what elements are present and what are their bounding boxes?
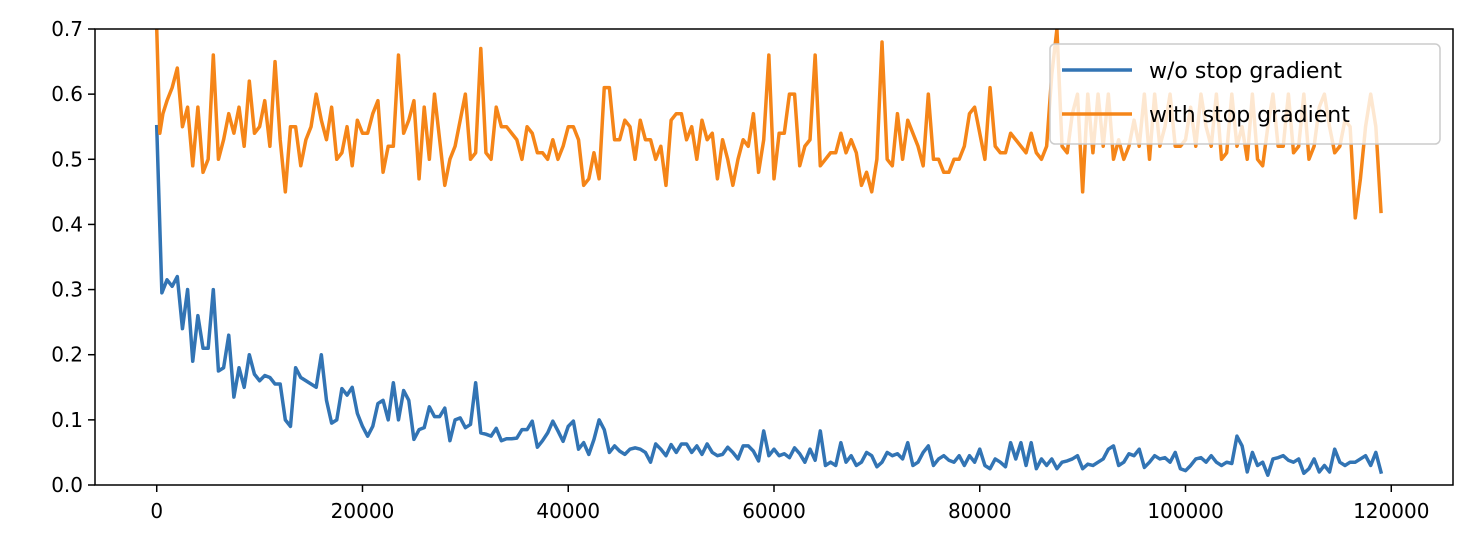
series-line-1 (154, 124, 1384, 477)
series-line-2 (154, 29, 1383, 220)
y-tick-label: 0.0 (51, 473, 83, 497)
series-layer (154, 29, 1384, 477)
legend-label-2: with stop gradient (1149, 103, 1350, 128)
y-tick-label: 0.1 (51, 408, 83, 432)
y-tick-label: 0.3 (51, 278, 83, 302)
x-tick-label: 20000 (331, 499, 395, 523)
y-tick-label: 0.7 (51, 17, 83, 41)
x-tick-label: 40000 (536, 499, 600, 523)
x-tick-label: 80000 (948, 499, 1012, 523)
x-tick-label: 0 (150, 499, 163, 523)
y-tick-label: 0.4 (51, 212, 83, 236)
x-tick-label: 100000 (1147, 499, 1223, 523)
axes-layer: 0 20000 40000 60000 80000 100000 120000 0.0 0.1 0… (51, 17, 1454, 523)
legend: w/o stop gradient with stop gradient (1049, 43, 1441, 145)
x-tick-label: 60000 (742, 499, 806, 523)
y-tick-label: 0.6 (51, 82, 83, 106)
legend-label-1: w/o stop gradient (1149, 59, 1342, 84)
y-tick-label: 0.5 (51, 147, 83, 171)
x-tick-label: 120000 (1353, 499, 1429, 523)
legend-box (1049, 43, 1441, 145)
y-tick-label: 0.2 (51, 343, 83, 367)
